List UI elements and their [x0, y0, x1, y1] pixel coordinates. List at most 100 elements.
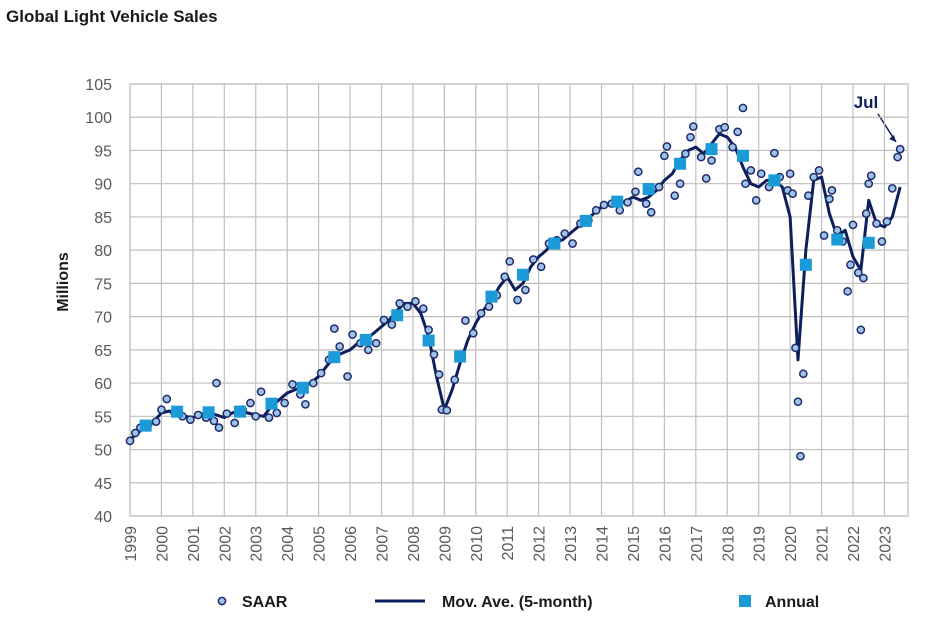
x-tick-label: 2022 — [846, 526, 863, 562]
y-tick-label: 45 — [94, 476, 112, 493]
saar-point — [751, 195, 761, 205]
saar-point — [793, 397, 803, 407]
x-tick-label: 2014 — [595, 526, 612, 562]
saar-point — [785, 169, 795, 179]
saar-point — [646, 207, 656, 217]
saar-point — [560, 229, 570, 238]
x-tick-label: 2023 — [877, 526, 894, 562]
saar-point — [568, 239, 577, 248]
saar-point — [660, 151, 669, 161]
y-tick-label: 50 — [94, 443, 112, 460]
saar-point — [308, 378, 318, 388]
saar-point — [846, 260, 855, 270]
saar-point — [887, 183, 897, 193]
saar-point — [728, 142, 737, 152]
annual-point — [862, 236, 875, 249]
saar-point — [895, 144, 905, 154]
saar-point — [827, 185, 837, 195]
x-tick-label: 2006 — [343, 526, 360, 562]
saar-point — [623, 197, 632, 207]
legend-swatch — [217, 596, 227, 606]
saar-point — [741, 179, 750, 189]
annual-point — [674, 157, 687, 170]
saar-point — [468, 328, 478, 338]
saar-point — [461, 316, 470, 325]
saar-point — [222, 409, 232, 418]
saar-point — [379, 315, 389, 325]
saar-point — [476, 308, 486, 318]
arrow-head — [889, 135, 896, 142]
saar-point — [272, 408, 282, 418]
saar-point — [536, 262, 546, 272]
annual-point — [611, 195, 624, 208]
saar-point — [348, 330, 357, 339]
saar-point — [434, 370, 444, 379]
saar-point — [615, 205, 625, 215]
saar-point — [125, 436, 135, 446]
x-tick-label: 2019 — [752, 526, 769, 562]
legend-swatch — [739, 595, 751, 607]
saar-point — [193, 410, 203, 420]
saar-point — [151, 417, 161, 426]
y-tick-label: 95 — [94, 143, 112, 160]
saar-point — [633, 167, 643, 177]
saar-point — [343, 372, 352, 381]
annual-point — [768, 174, 781, 187]
saar-point — [500, 272, 510, 282]
y-tick-label: 75 — [94, 276, 112, 293]
annual-point — [485, 290, 498, 303]
y-tick-label: 60 — [94, 376, 112, 393]
saar-point — [280, 398, 290, 408]
saar-point — [641, 199, 651, 208]
saar-point — [662, 142, 672, 151]
legend-label: SAAR — [242, 594, 288, 611]
y-tick-label: 65 — [94, 343, 112, 360]
x-tick-label: 2016 — [657, 526, 674, 562]
saar-point — [484, 302, 494, 311]
saar-point — [654, 182, 664, 192]
saar-point — [157, 405, 166, 415]
saar-point — [505, 257, 515, 266]
saar-point — [864, 179, 874, 189]
saar-point — [882, 217, 892, 226]
x-tick-label: 2000 — [154, 526, 171, 562]
annual-point — [265, 397, 278, 410]
saar-point — [804, 191, 813, 201]
saar-point — [856, 325, 866, 335]
annotation: Jul — [854, 93, 879, 112]
saar-point — [733, 127, 742, 137]
saar-point — [681, 149, 690, 159]
y-tick-label: 90 — [94, 177, 112, 194]
saar-point — [186, 415, 195, 424]
saar-point — [528, 255, 538, 264]
saar-point — [209, 416, 219, 426]
saar-point — [631, 187, 640, 197]
legend-label: Annual — [765, 594, 819, 611]
saar-point — [162, 394, 172, 404]
saar-point — [788, 189, 797, 199]
annual-point — [454, 350, 467, 363]
x-tick-label: 2017 — [689, 526, 706, 562]
x-tick-label: 2002 — [217, 526, 234, 562]
x-tick-label: 2007 — [374, 526, 391, 562]
saar-point — [230, 418, 240, 428]
saar-point — [403, 302, 412, 311]
annual-point — [736, 149, 749, 162]
y-tick-label: 105 — [85, 77, 112, 94]
annual-point — [705, 143, 718, 156]
saar-point — [866, 171, 876, 181]
saar-point — [316, 368, 326, 378]
saar-point — [893, 152, 902, 162]
saar-point — [395, 298, 405, 308]
saar-point — [872, 219, 881, 228]
saar-point — [130, 428, 140, 438]
saar-point — [814, 166, 824, 175]
saar-point — [696, 152, 706, 162]
annual-point — [202, 406, 215, 419]
saar-point — [599, 200, 609, 210]
annual-point — [579, 214, 592, 227]
saar-point — [843, 287, 852, 296]
annual-point — [422, 334, 435, 347]
annual-point — [391, 309, 404, 322]
